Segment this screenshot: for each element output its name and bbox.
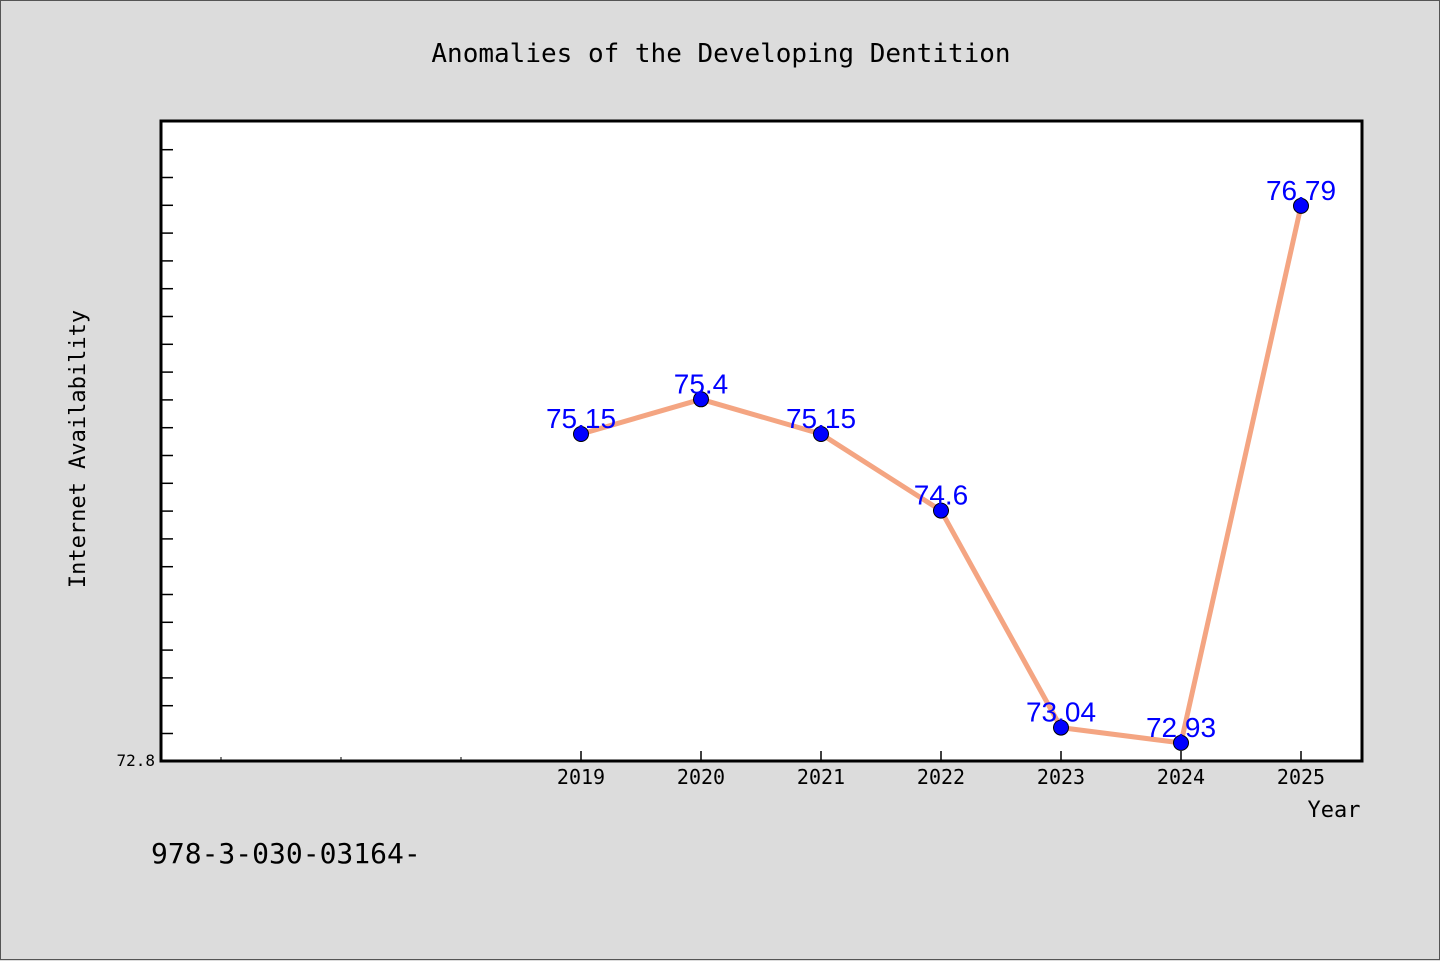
data-label: 74.6 <box>914 480 969 511</box>
x-tick-label: 2020 <box>677 765 725 789</box>
x-tick-label: 2024 <box>1157 765 1205 789</box>
data-point <box>933 502 949 519</box>
data-point <box>1173 734 1189 751</box>
chart-title: Anomalies of the Developing Dentition <box>431 39 1010 69</box>
series-group: 75.15 75.4 75.15 74.6 73.04 72.93 76.79 <box>546 175 1336 751</box>
data-label: 76.79 <box>1266 175 1336 206</box>
x-tick-label: 2023 <box>1037 765 1085 789</box>
y-axis-tick-labels: 72.8 <box>116 751 155 770</box>
x-tick-label: 2022 <box>917 765 965 789</box>
data-point <box>573 426 589 442</box>
data-point <box>693 391 709 408</box>
data-point <box>1053 719 1069 736</box>
data-label: 75.15 <box>786 403 856 434</box>
x-axis-minor-ticks <box>220 757 462 761</box>
footer-isbn-text: 978-3-030-03164- <box>151 837 421 870</box>
data-point <box>813 426 829 442</box>
data-label: 72.93 <box>1146 712 1216 743</box>
x-tick-label: 2021 <box>797 765 845 789</box>
data-label: 73.04 <box>1026 697 1096 728</box>
x-tick-label: 2019 <box>557 765 605 789</box>
y-tick-label: 72.8 <box>116 751 155 770</box>
data-label: 75.15 <box>546 403 616 434</box>
data-label: 75.4 <box>674 368 729 399</box>
x-axis-ticks: 2019 2020 2021 2022 2023 2024 2025 <box>557 751 1325 789</box>
x-axis-label: Year <box>1308 798 1361 823</box>
y-axis-ticks <box>161 148 173 735</box>
data-point <box>1293 197 1309 214</box>
x-tick-label: 2025 <box>1277 765 1325 789</box>
plot-area <box>159 119 1364 763</box>
y-axis-label: Internet Availability <box>66 310 91 588</box>
